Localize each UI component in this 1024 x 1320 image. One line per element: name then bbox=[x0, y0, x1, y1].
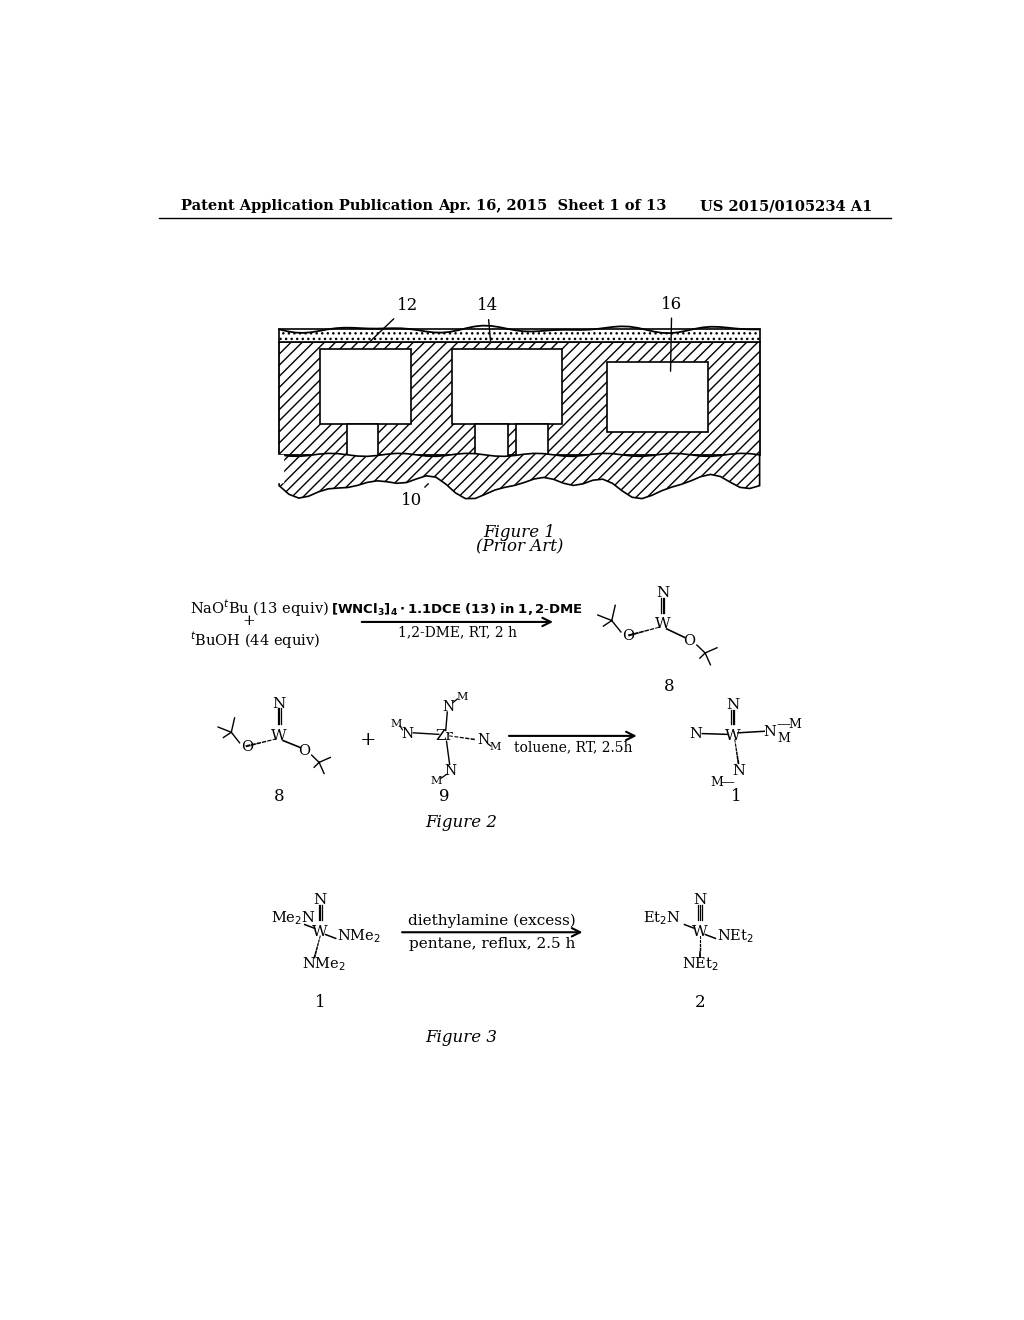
Text: W: W bbox=[655, 618, 671, 631]
Text: —: — bbox=[720, 775, 734, 789]
Text: NEt$_2$: NEt$_2$ bbox=[682, 956, 719, 973]
Text: M: M bbox=[777, 731, 791, 744]
Text: —: — bbox=[777, 717, 791, 731]
Text: W: W bbox=[312, 925, 328, 940]
Text: (Prior Art): (Prior Art) bbox=[476, 539, 563, 554]
Text: NMe$_2$: NMe$_2$ bbox=[302, 956, 346, 973]
Text: 14: 14 bbox=[477, 297, 498, 341]
Bar bbox=[452, 350, 562, 424]
Text: W: W bbox=[271, 729, 287, 743]
Text: diethylamine (excess): diethylamine (excess) bbox=[409, 913, 577, 928]
Text: Figure 1: Figure 1 bbox=[483, 524, 555, 541]
Text: 1,2-DME, RT, 2 h: 1,2-DME, RT, 2 h bbox=[398, 626, 517, 639]
Text: N: N bbox=[442, 700, 454, 714]
Text: N: N bbox=[401, 726, 413, 741]
Text: O: O bbox=[298, 744, 310, 758]
Bar bbox=[607, 363, 708, 432]
Bar bbox=[280, 330, 760, 342]
Text: Me$_2$N: Me$_2$N bbox=[271, 909, 316, 927]
Text: 9: 9 bbox=[439, 788, 450, 805]
Bar bbox=[515, 424, 548, 457]
Text: Zr: Zr bbox=[435, 729, 454, 743]
Text: $^t$BuOH (44 equiv): $^t$BuOH (44 equiv) bbox=[190, 630, 321, 651]
Text: N: N bbox=[656, 586, 670, 601]
Bar bbox=[280, 342, 760, 455]
Text: N: N bbox=[763, 725, 776, 739]
Text: NaO$^t$Bu (13 equiv): NaO$^t$Bu (13 equiv) bbox=[190, 597, 329, 619]
Bar bbox=[321, 350, 411, 424]
Text: Et$_2$N: Et$_2$N bbox=[643, 909, 681, 927]
Text: Figure 2: Figure 2 bbox=[425, 814, 498, 832]
Text: W: W bbox=[725, 729, 740, 743]
Text: $\mathbf{[WNCl_3]_4\cdot1.1DCE\ (13)\ in\ 1,2\text{-}DME}$: $\mathbf{[WNCl_3]_4\cdot1.1DCE\ (13)\ in… bbox=[332, 602, 584, 618]
Text: NEt$_2$: NEt$_2$ bbox=[717, 927, 754, 945]
Text: Figure 3: Figure 3 bbox=[425, 1028, 498, 1045]
Text: NMe$_2$: NMe$_2$ bbox=[337, 927, 381, 945]
Bar bbox=[475, 424, 508, 457]
Text: +: + bbox=[360, 731, 377, 748]
Text: O: O bbox=[683, 634, 695, 648]
Text: M: M bbox=[788, 718, 801, 731]
Text: pentane, reflux, 2.5 h: pentane, reflux, 2.5 h bbox=[409, 937, 575, 950]
Text: +: + bbox=[243, 614, 255, 628]
Text: N: N bbox=[732, 764, 745, 779]
Text: 12: 12 bbox=[371, 297, 418, 342]
Text: M: M bbox=[711, 776, 723, 788]
Text: N: N bbox=[477, 733, 489, 747]
Text: 2: 2 bbox=[694, 994, 706, 1011]
Text: 8: 8 bbox=[273, 788, 285, 805]
Text: 1: 1 bbox=[315, 994, 326, 1011]
Text: O: O bbox=[242, 739, 253, 754]
Text: Patent Application Publication: Patent Application Publication bbox=[180, 199, 433, 213]
Text: 1: 1 bbox=[731, 788, 741, 805]
Text: N: N bbox=[689, 726, 701, 741]
Text: M: M bbox=[489, 742, 501, 752]
Text: N: N bbox=[726, 698, 739, 711]
Text: M: M bbox=[457, 693, 468, 702]
Text: Apr. 16, 2015  Sheet 1 of 13: Apr. 16, 2015 Sheet 1 of 13 bbox=[438, 199, 667, 213]
Text: 16: 16 bbox=[662, 296, 682, 371]
Text: O: O bbox=[623, 628, 635, 643]
Polygon shape bbox=[280, 453, 760, 499]
Text: M: M bbox=[431, 776, 442, 785]
Text: toluene, RT, 2.5h: toluene, RT, 2.5h bbox=[514, 741, 632, 755]
Text: US 2015/0105234 A1: US 2015/0105234 A1 bbox=[699, 199, 872, 213]
Text: N: N bbox=[313, 892, 327, 907]
Bar bbox=[347, 424, 378, 457]
Text: W: W bbox=[692, 925, 708, 940]
Text: 10: 10 bbox=[400, 483, 428, 510]
Text: N: N bbox=[444, 764, 457, 779]
Text: M: M bbox=[390, 719, 401, 730]
Text: N: N bbox=[693, 892, 707, 907]
Text: N: N bbox=[272, 697, 286, 710]
Text: 8: 8 bbox=[664, 678, 674, 696]
